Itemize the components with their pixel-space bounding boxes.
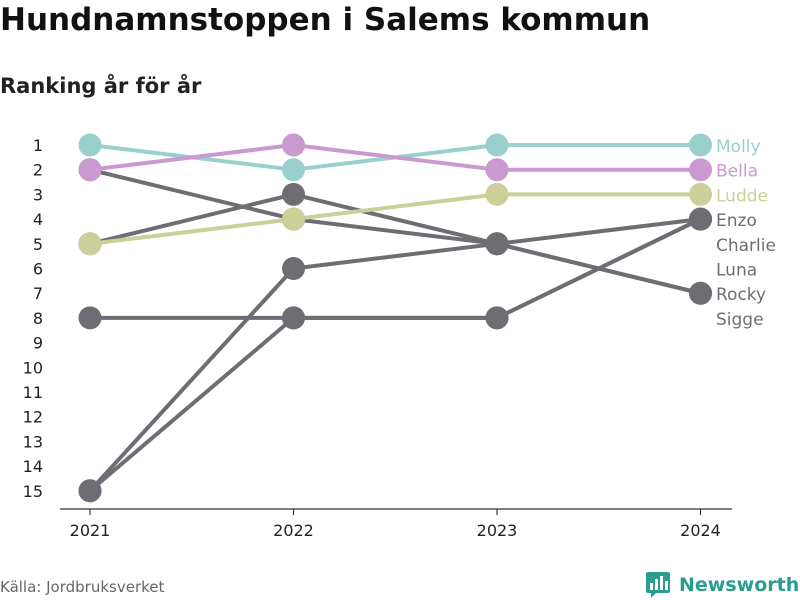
series-point-molly	[78, 133, 102, 157]
series-point-sigge	[485, 306, 509, 330]
series-point-sigge	[282, 306, 305, 330]
series-point-enzo	[282, 257, 305, 280]
x-axis: 2021 2022 2023 2024	[60, 508, 732, 540]
series-line-ludde	[88, 192, 703, 246]
series-point-ludde	[78, 232, 102, 256]
end-label-ludde: Ludde	[716, 186, 768, 206]
x-tick-label: 2024	[680, 521, 721, 540]
y-tick-label: 7	[33, 284, 43, 303]
series-point-bella	[78, 158, 102, 182]
newsworthy-logo-icon	[646, 572, 670, 598]
end-label-bella: Bella	[716, 162, 758, 182]
end-label-enzo: Enzo	[716, 211, 757, 231]
y-tick-label: 1	[33, 136, 43, 155]
x-tick-label: 2021	[70, 521, 111, 540]
series-point-bella	[689, 158, 712, 182]
y-tick-label: 9	[33, 334, 43, 353]
series-line-sigge	[88, 217, 703, 493]
y-tick-label: 12	[23, 408, 43, 427]
chart-subtitle: Ranking år för år	[0, 74, 202, 98]
x-tick-label: 2023	[477, 521, 518, 540]
series-point-molly	[689, 133, 712, 157]
y-tick-label: 4	[33, 210, 43, 229]
series-point-bella	[282, 133, 305, 157]
series-point-ludde	[282, 207, 305, 231]
series-points	[78, 133, 712, 503]
series-line-rocky	[88, 192, 703, 296]
newsworthy-logo: Newsworthy	[645, 570, 800, 600]
series-point-rocky	[282, 182, 305, 206]
end-label-luna: Luna	[716, 261, 757, 281]
series-point-sigge	[689, 207, 712, 231]
series-point-rocky	[485, 232, 509, 256]
y-tick-label: 6	[33, 260, 43, 279]
x-tick-label: 2022	[273, 521, 314, 540]
series-lines	[88, 143, 703, 493]
y-tick-label: 15	[23, 482, 43, 501]
chart-title: Hundnamnstoppen i Salems kommun	[0, 2, 651, 38]
series-point-charlie	[78, 306, 102, 330]
end-label-molly: Molly	[716, 137, 761, 157]
y-tick-label: 11	[23, 383, 43, 402]
series-point-molly	[282, 158, 305, 182]
series-line-enzo	[88, 217, 703, 493]
series-point-sigge	[78, 479, 102, 503]
y-tick-label: 10	[23, 358, 43, 377]
y-tick-label: 8	[33, 309, 43, 328]
y-tick-label: 5	[33, 235, 43, 254]
brand-name: Newsworthy	[679, 574, 800, 596]
series-point-bella	[485, 158, 509, 182]
end-label-charlie: Charlie	[716, 236, 776, 256]
end-labels: Molly Bella Ludde Enzo Charlie Luna Rocky Sigge	[716, 137, 776, 330]
series-line-bella	[88, 143, 703, 172]
y-tick-label: 2	[33, 161, 43, 180]
series-point-molly	[485, 133, 509, 157]
source-note: Källa: Jordbruksverket	[0, 578, 165, 596]
end-label-rocky: Rocky	[716, 285, 766, 305]
series-point-rocky	[689, 281, 712, 305]
series-point-ludde	[689, 182, 712, 206]
series-point-ludde	[485, 182, 509, 206]
end-label-sigge: Sigge	[716, 310, 764, 330]
y-tick-label: 3	[33, 185, 43, 204]
y-tick-label: 14	[23, 457, 43, 476]
y-tick-label: 13	[23, 432, 43, 451]
